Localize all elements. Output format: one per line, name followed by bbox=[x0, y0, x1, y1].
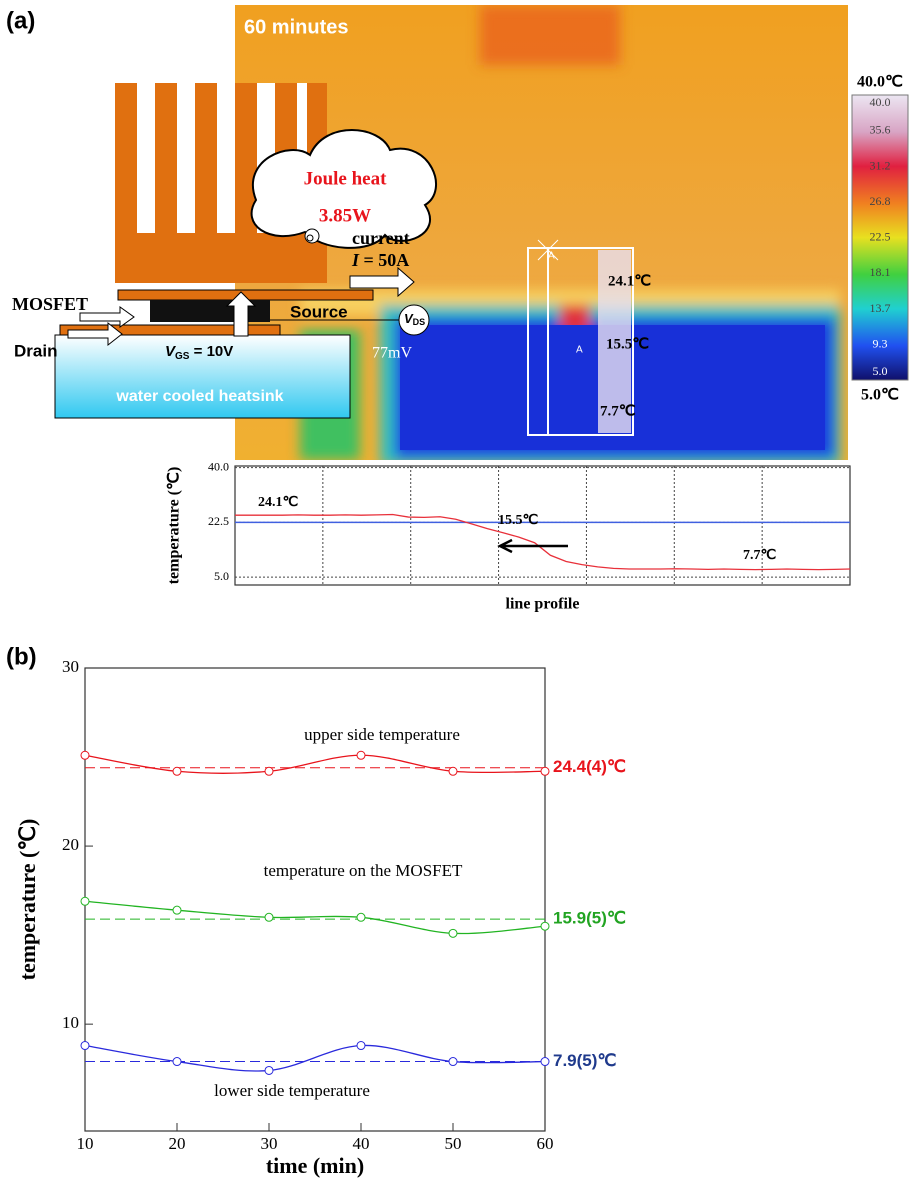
power: 3.85W bbox=[319, 205, 371, 226]
probe-marker: A bbox=[548, 251, 555, 262]
series-line bbox=[235, 513, 851, 571]
y-tick-label: 10 bbox=[62, 1013, 79, 1032]
data-point bbox=[172, 766, 182, 776]
heatsink-label: water cooled heatsink bbox=[115, 388, 283, 405]
mean-label: 24.4(4)℃ bbox=[553, 757, 626, 776]
colorbar-tick-label: 9.3 bbox=[873, 337, 888, 351]
x-axis-label: time (min) bbox=[266, 1153, 364, 1178]
vds-value: 77mV bbox=[372, 345, 412, 362]
series-label: upper side temperature bbox=[304, 725, 460, 744]
data-point bbox=[448, 1057, 458, 1067]
data-point bbox=[356, 912, 366, 922]
data-point bbox=[448, 928, 458, 938]
source-label: Source bbox=[290, 302, 348, 321]
colorbar-min: 5.0℃ bbox=[861, 387, 899, 404]
data-point bbox=[264, 766, 274, 776]
data-point bbox=[448, 766, 458, 776]
drain-label: Drain bbox=[14, 341, 57, 360]
data-point bbox=[540, 921, 550, 931]
line-profile-chart: 5.0 22.5 40.0 24.1℃ 15.5℃ 7.7℃ line profile tem… bbox=[166, 459, 851, 613]
x-tick-label: 20 bbox=[169, 1134, 186, 1153]
series-line bbox=[84, 754, 546, 774]
data-point bbox=[80, 750, 90, 760]
current-value: I = 50A bbox=[351, 250, 409, 270]
x-tick-label: 60 bbox=[537, 1134, 554, 1153]
data-point bbox=[80, 1041, 90, 1051]
data-point bbox=[356, 750, 366, 760]
plot-frame bbox=[234, 465, 851, 586]
mean-label: 15.9(5)℃ bbox=[553, 909, 626, 928]
data-point bbox=[540, 1057, 550, 1067]
y-axis-label: temperature (℃) bbox=[166, 467, 183, 585]
colorbar-tick-label: 13.7 bbox=[870, 301, 891, 315]
probe-marker: A bbox=[576, 345, 583, 356]
x-tick-label: 50 bbox=[445, 1134, 462, 1153]
series-line bbox=[84, 900, 546, 935]
arrow bbox=[497, 538, 568, 554]
colorbar bbox=[851, 94, 909, 381]
colorbar-max: 40.0℃ bbox=[857, 74, 903, 91]
y-axis-label: temperature (℃) bbox=[15, 819, 40, 981]
series-line bbox=[84, 1044, 546, 1072]
x-axis-label: line profile bbox=[506, 596, 580, 613]
y-tick-label: 30 bbox=[62, 657, 79, 676]
y-tick-label: 40.0 bbox=[208, 459, 229, 473]
annotation: 15.5℃ bbox=[498, 513, 539, 528]
schematic bbox=[54, 83, 634, 436]
colorbar-tick-label: 35.6 bbox=[870, 123, 891, 137]
data-point bbox=[264, 912, 274, 922]
vgs-label: VGS = 10V bbox=[165, 343, 233, 362]
colorbar-tick-label: 22.5 bbox=[870, 229, 891, 243]
current-label: current bbox=[352, 228, 410, 248]
colorbar-tick-label: 40.0 bbox=[870, 95, 891, 109]
y-tick-label: 22.5 bbox=[208, 514, 229, 528]
annotation: 24.1℃ bbox=[258, 495, 299, 510]
colorbar-ticks: 40.0 35.6 31.2 26.8 22.5 18.1 13.7 9.3 5.0 bbox=[870, 95, 891, 378]
series-label: temperature on the MOSFET bbox=[264, 861, 463, 880]
colorbar-tick-label: 31.2 bbox=[870, 158, 891, 172]
series-label: lower side temperature bbox=[214, 1081, 370, 1100]
x-tick-label: 10 bbox=[77, 1134, 94, 1153]
colorbar-tick-label: 26.8 bbox=[870, 194, 891, 208]
probe-label: 24.1℃ bbox=[608, 273, 651, 289]
data-point bbox=[172, 905, 182, 915]
joule-heat: Joule heat bbox=[304, 168, 388, 189]
vds-label: VDS bbox=[404, 311, 425, 327]
data-point bbox=[356, 1041, 366, 1051]
probe-label: 15.5℃ bbox=[606, 336, 649, 352]
x-tick-label: 30 bbox=[261, 1134, 278, 1153]
panel-label: (b) bbox=[6, 643, 37, 670]
data-point bbox=[540, 766, 550, 776]
x-tick-label: 40 bbox=[353, 1134, 370, 1153]
data-point bbox=[172, 1057, 182, 1067]
mosfet-label: MOSFET bbox=[12, 294, 88, 314]
colorbar-tick-label: 5.0 bbox=[873, 364, 888, 378]
data-point bbox=[264, 1065, 274, 1075]
panel-label: (a) bbox=[6, 7, 35, 34]
y-tick-label: 20 bbox=[62, 835, 79, 854]
annotation: 7.7℃ bbox=[743, 548, 777, 563]
time-chart: 10 20 30 10 20 30 40 50 60 24.4(4)℃ upper side tem… bbox=[6, 643, 626, 1178]
probe-label: 7.7℃ bbox=[600, 403, 636, 419]
colorbar-tick-label: 18.1 bbox=[870, 265, 891, 279]
data-point bbox=[80, 896, 90, 906]
y-tick-label: 5.0 bbox=[214, 569, 229, 583]
time-label: 60 minutes bbox=[244, 16, 348, 38]
mean-label: 7.9(5)℃ bbox=[553, 1051, 617, 1070]
